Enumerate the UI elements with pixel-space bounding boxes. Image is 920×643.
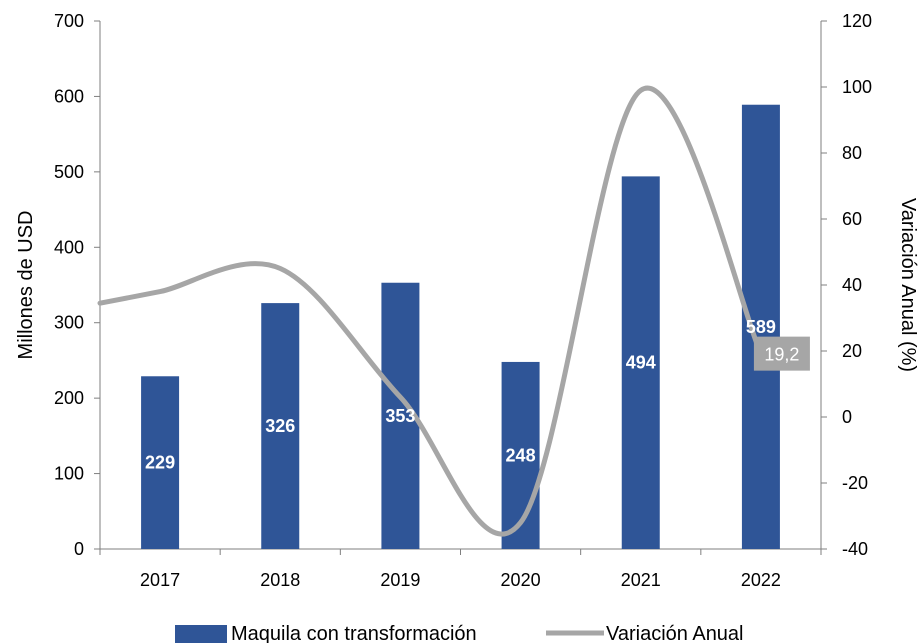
legend-label-maquila: Maquila con transformación xyxy=(231,623,477,643)
y-axis-title: Millones de USD xyxy=(15,211,37,360)
x-axis: 2017 2018 2019 2020 2021 2022 xyxy=(99,548,822,590)
legend: Maquila con transformación Variación Anu… xyxy=(175,623,744,643)
left-tick-label: 600 xyxy=(54,86,84,106)
right-tick-label: 120 xyxy=(842,11,872,31)
right-tick-label: 100 xyxy=(842,77,872,97)
right-tick-label: -20 xyxy=(842,473,868,493)
left-tick-label: 500 xyxy=(54,162,84,182)
right-tick-label: 60 xyxy=(842,209,862,229)
bar xyxy=(141,376,180,549)
right-axis: -40 -20 0 20 40 60 80 100 120 xyxy=(820,11,872,559)
bar-data-label: 494 xyxy=(626,353,656,373)
left-axis: 0 100 200 300 400 500 600 700 xyxy=(54,11,101,559)
bar-data-labels: 229 326 353 248 494 589 xyxy=(145,317,776,473)
right-tick-label: -40 xyxy=(842,539,868,559)
left-tick-label: 400 xyxy=(54,237,84,257)
x-tick-label: 2020 xyxy=(501,570,541,590)
legend-swatch-maquila xyxy=(175,625,227,643)
legend-label-variacion: Variación Anual xyxy=(606,623,744,643)
x-tick-label: 2019 xyxy=(380,570,420,590)
line-data-label: 19,2 xyxy=(764,345,799,365)
left-tick-label: 0 xyxy=(74,539,84,559)
bar-data-label: 326 xyxy=(265,416,295,436)
bar-data-label: 248 xyxy=(506,445,536,465)
x-tick-label: 2021 xyxy=(621,570,661,590)
line-label-box xyxy=(753,336,810,371)
right-tick-label: 0 xyxy=(842,407,852,427)
line-series xyxy=(97,85,764,537)
line-data-labels: 19,2 xyxy=(753,336,810,371)
right-tick-label: 20 xyxy=(842,341,862,361)
bar-data-label: 589 xyxy=(746,317,776,337)
right-tick-label: 80 xyxy=(842,143,862,163)
line-path xyxy=(97,85,764,537)
left-tick-label: 700 xyxy=(54,11,84,31)
bar xyxy=(741,104,780,550)
bar-data-label: 229 xyxy=(145,453,175,473)
bar xyxy=(261,303,300,549)
left-tick-label: 300 xyxy=(54,313,84,333)
bar xyxy=(501,361,540,549)
x-tick-label: 2018 xyxy=(260,570,300,590)
bar xyxy=(621,176,660,549)
left-tick-label: 200 xyxy=(54,388,84,408)
y2-axis-title: Variación Anual (%) xyxy=(897,198,919,372)
x-tick-label: 2022 xyxy=(741,570,781,590)
right-tick-label: 40 xyxy=(842,275,862,295)
bar-series xyxy=(141,104,780,550)
left-tick-label: 100 xyxy=(54,464,84,484)
bar-data-label: 353 xyxy=(385,406,415,426)
x-tick-label: 2017 xyxy=(140,570,180,590)
